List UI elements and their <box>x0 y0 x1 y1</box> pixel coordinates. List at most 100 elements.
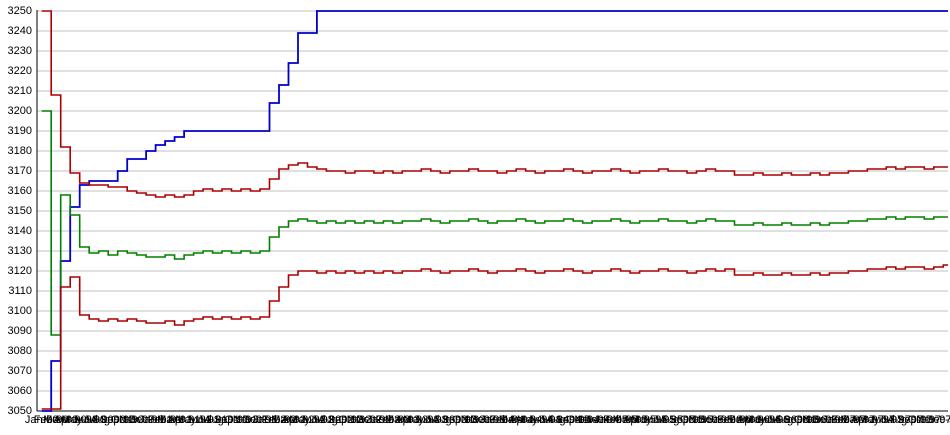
x-tick-label: Apr-95 <box>623 414 657 426</box>
x-tick-label: Feb-90 <box>33 414 69 426</box>
y-tick-label: 3180 <box>7 145 32 157</box>
x-tick-label: Sep-90 <box>99 414 136 426</box>
x-tick-label: Apr-96 <box>736 414 771 426</box>
x-tick-label: Jan-97 <box>822 414 856 426</box>
x-tick-label: Jul-94 <box>539 414 570 426</box>
x-tick-label: Jul-93 <box>425 414 456 426</box>
x-tick-label: Jan-96 <box>708 414 742 426</box>
x-tick-label: May-96 <box>744 414 782 426</box>
series-line-dark-red-lower <box>41 264 948 410</box>
x-tick-label: May-95 <box>630 414 668 426</box>
x-tick-label: Oct-93 <box>452 414 486 426</box>
x-tick-label: Oct-92 <box>338 414 372 426</box>
y-tick-label: 3130 <box>7 245 32 257</box>
x-tick-label: Oct-90 <box>110 414 144 426</box>
x-tick-label: May-91 <box>175 414 212 426</box>
x-tick-label: May-97 <box>858 414 896 426</box>
x-tick-label: Apr-91 <box>167 414 201 426</box>
series-line-blue <box>41 10 948 412</box>
x-tick-label: May-90 <box>61 414 99 426</box>
x-tick-label: May-92 <box>289 414 326 426</box>
x-tick-label: Oct-91 <box>224 414 258 426</box>
x-tick-label: Sep-92 <box>327 414 364 426</box>
x-tick-label: Jun-96 <box>755 414 790 426</box>
x-tick-label: Aug-94 <box>545 414 582 426</box>
x-tick-label: Feb-93 <box>375 414 411 426</box>
x-tick-label: Dec-93 <box>470 414 506 426</box>
x-tick-label: Jul-92 <box>311 414 342 426</box>
x-tick-label: Feb-91 <box>147 414 183 426</box>
x-tick-label: May-93 <box>402 414 440 426</box>
y-tick-label: 3160 <box>7 185 32 197</box>
x-tick-label: Mar-91 <box>157 414 193 426</box>
x-tick-label: Jul-96 <box>766 414 797 426</box>
x-tick-label: Apr-94 <box>509 414 543 426</box>
x-tick-label: Feb-95 <box>603 414 639 426</box>
y-tick-label: 3190 <box>7 125 32 137</box>
y-tick-label: 3230 <box>7 45 32 57</box>
x-tick-label: Apr-93 <box>395 414 429 426</box>
x-tick-label: Oct-95 <box>679 414 714 426</box>
x-tick-label: Sep-96 <box>783 414 819 426</box>
y-tick-label: 3240 <box>7 25 32 37</box>
x-tick-label: Dec-91 <box>242 414 278 426</box>
y-tick-label: 3120 <box>7 265 32 277</box>
y-tick-label: 3250 <box>7 5 32 17</box>
x-tick-label: Nov-90 <box>118 414 155 426</box>
x-tick-label: Dec-96 <box>811 414 848 426</box>
x-tick-label: Aug-97 <box>887 414 924 426</box>
x-tick-label: Sep-91 <box>213 414 250 426</box>
x-tick-label: Aug-91 <box>204 414 240 426</box>
x-tick-label: Jul-91 <box>197 414 228 426</box>
x-tick-label: Aug-95 <box>659 414 696 426</box>
x-tick-label: Jan-90 <box>24 414 59 426</box>
x-tick-label: Dec-94 <box>583 414 620 426</box>
x-tick-label: Feb-92 <box>261 414 297 426</box>
x-tick-label: Nov-93 <box>460 414 497 426</box>
x-tick-label: Dec-97 <box>925 414 950 426</box>
x-tick-label: Sep-94 <box>555 414 591 426</box>
x-tick-label: May-94 <box>516 414 554 426</box>
x-tick-label: Oct-94 <box>566 414 600 426</box>
x-tick-label: Apr-90 <box>53 414 87 426</box>
x-tick-label: Jun-90 <box>72 414 107 426</box>
y-tick-label: 3170 <box>7 165 32 177</box>
x-tick-label: Apr-92 <box>281 414 315 426</box>
y-tick-label: 3070 <box>7 365 32 377</box>
y-tick-label: 3080 <box>7 345 32 357</box>
x-tick-label: Jun-91 <box>186 414 220 426</box>
x-tick-label: Jul-90 <box>83 414 114 426</box>
x-tick-label: Feb-97 <box>830 414 866 426</box>
x-tick-label: Oct-96 <box>793 414 827 426</box>
x-tick-label: Jan-93 <box>366 414 401 426</box>
x-tick-label: Jun-94 <box>527 414 562 426</box>
x-tick-label: Jun-95 <box>641 414 676 426</box>
x-tick-label: Aug-90 <box>90 414 126 426</box>
x-tick-label: Dec-92 <box>356 414 392 426</box>
y-tick-label: 3050 <box>7 405 32 417</box>
x-tick-label: Nov-91 <box>232 414 269 426</box>
x-tick-label: Feb-96 <box>717 414 752 426</box>
x-tick-label: Mar-93 <box>384 414 420 426</box>
x-tick-label: Jul-97 <box>880 414 911 426</box>
x-tick-label: Jun-93 <box>413 414 448 426</box>
y-tick-label: 3140 <box>7 225 32 237</box>
x-tick-label: Sep-97 <box>897 414 933 426</box>
x-tick-label: Jul-95 <box>653 414 684 426</box>
x-tick-label: Aug-96 <box>773 414 810 426</box>
x-tick-label: Feb-94 <box>489 414 525 426</box>
x-tick-label: Mar-94 <box>498 414 534 426</box>
x-tick-label: Aug-92 <box>318 414 354 426</box>
x-tick-label: Jun-92 <box>300 414 334 426</box>
x-tick-label: Jan-95 <box>594 414 628 426</box>
y-tick-label: 3110 <box>8 285 32 297</box>
x-tick-label: Nov-92 <box>346 414 383 426</box>
y-tick-label: 3060 <box>7 385 32 397</box>
x-tick-label: Dec-95 <box>697 414 734 426</box>
y-tick-label: 3210 <box>7 85 32 97</box>
x-tick-label: Sep-95 <box>669 414 705 426</box>
x-tick-label: Mar-95 <box>612 414 648 426</box>
y-tick-label: 3150 <box>7 205 32 217</box>
x-tick-label: Sep-93 <box>441 414 478 426</box>
